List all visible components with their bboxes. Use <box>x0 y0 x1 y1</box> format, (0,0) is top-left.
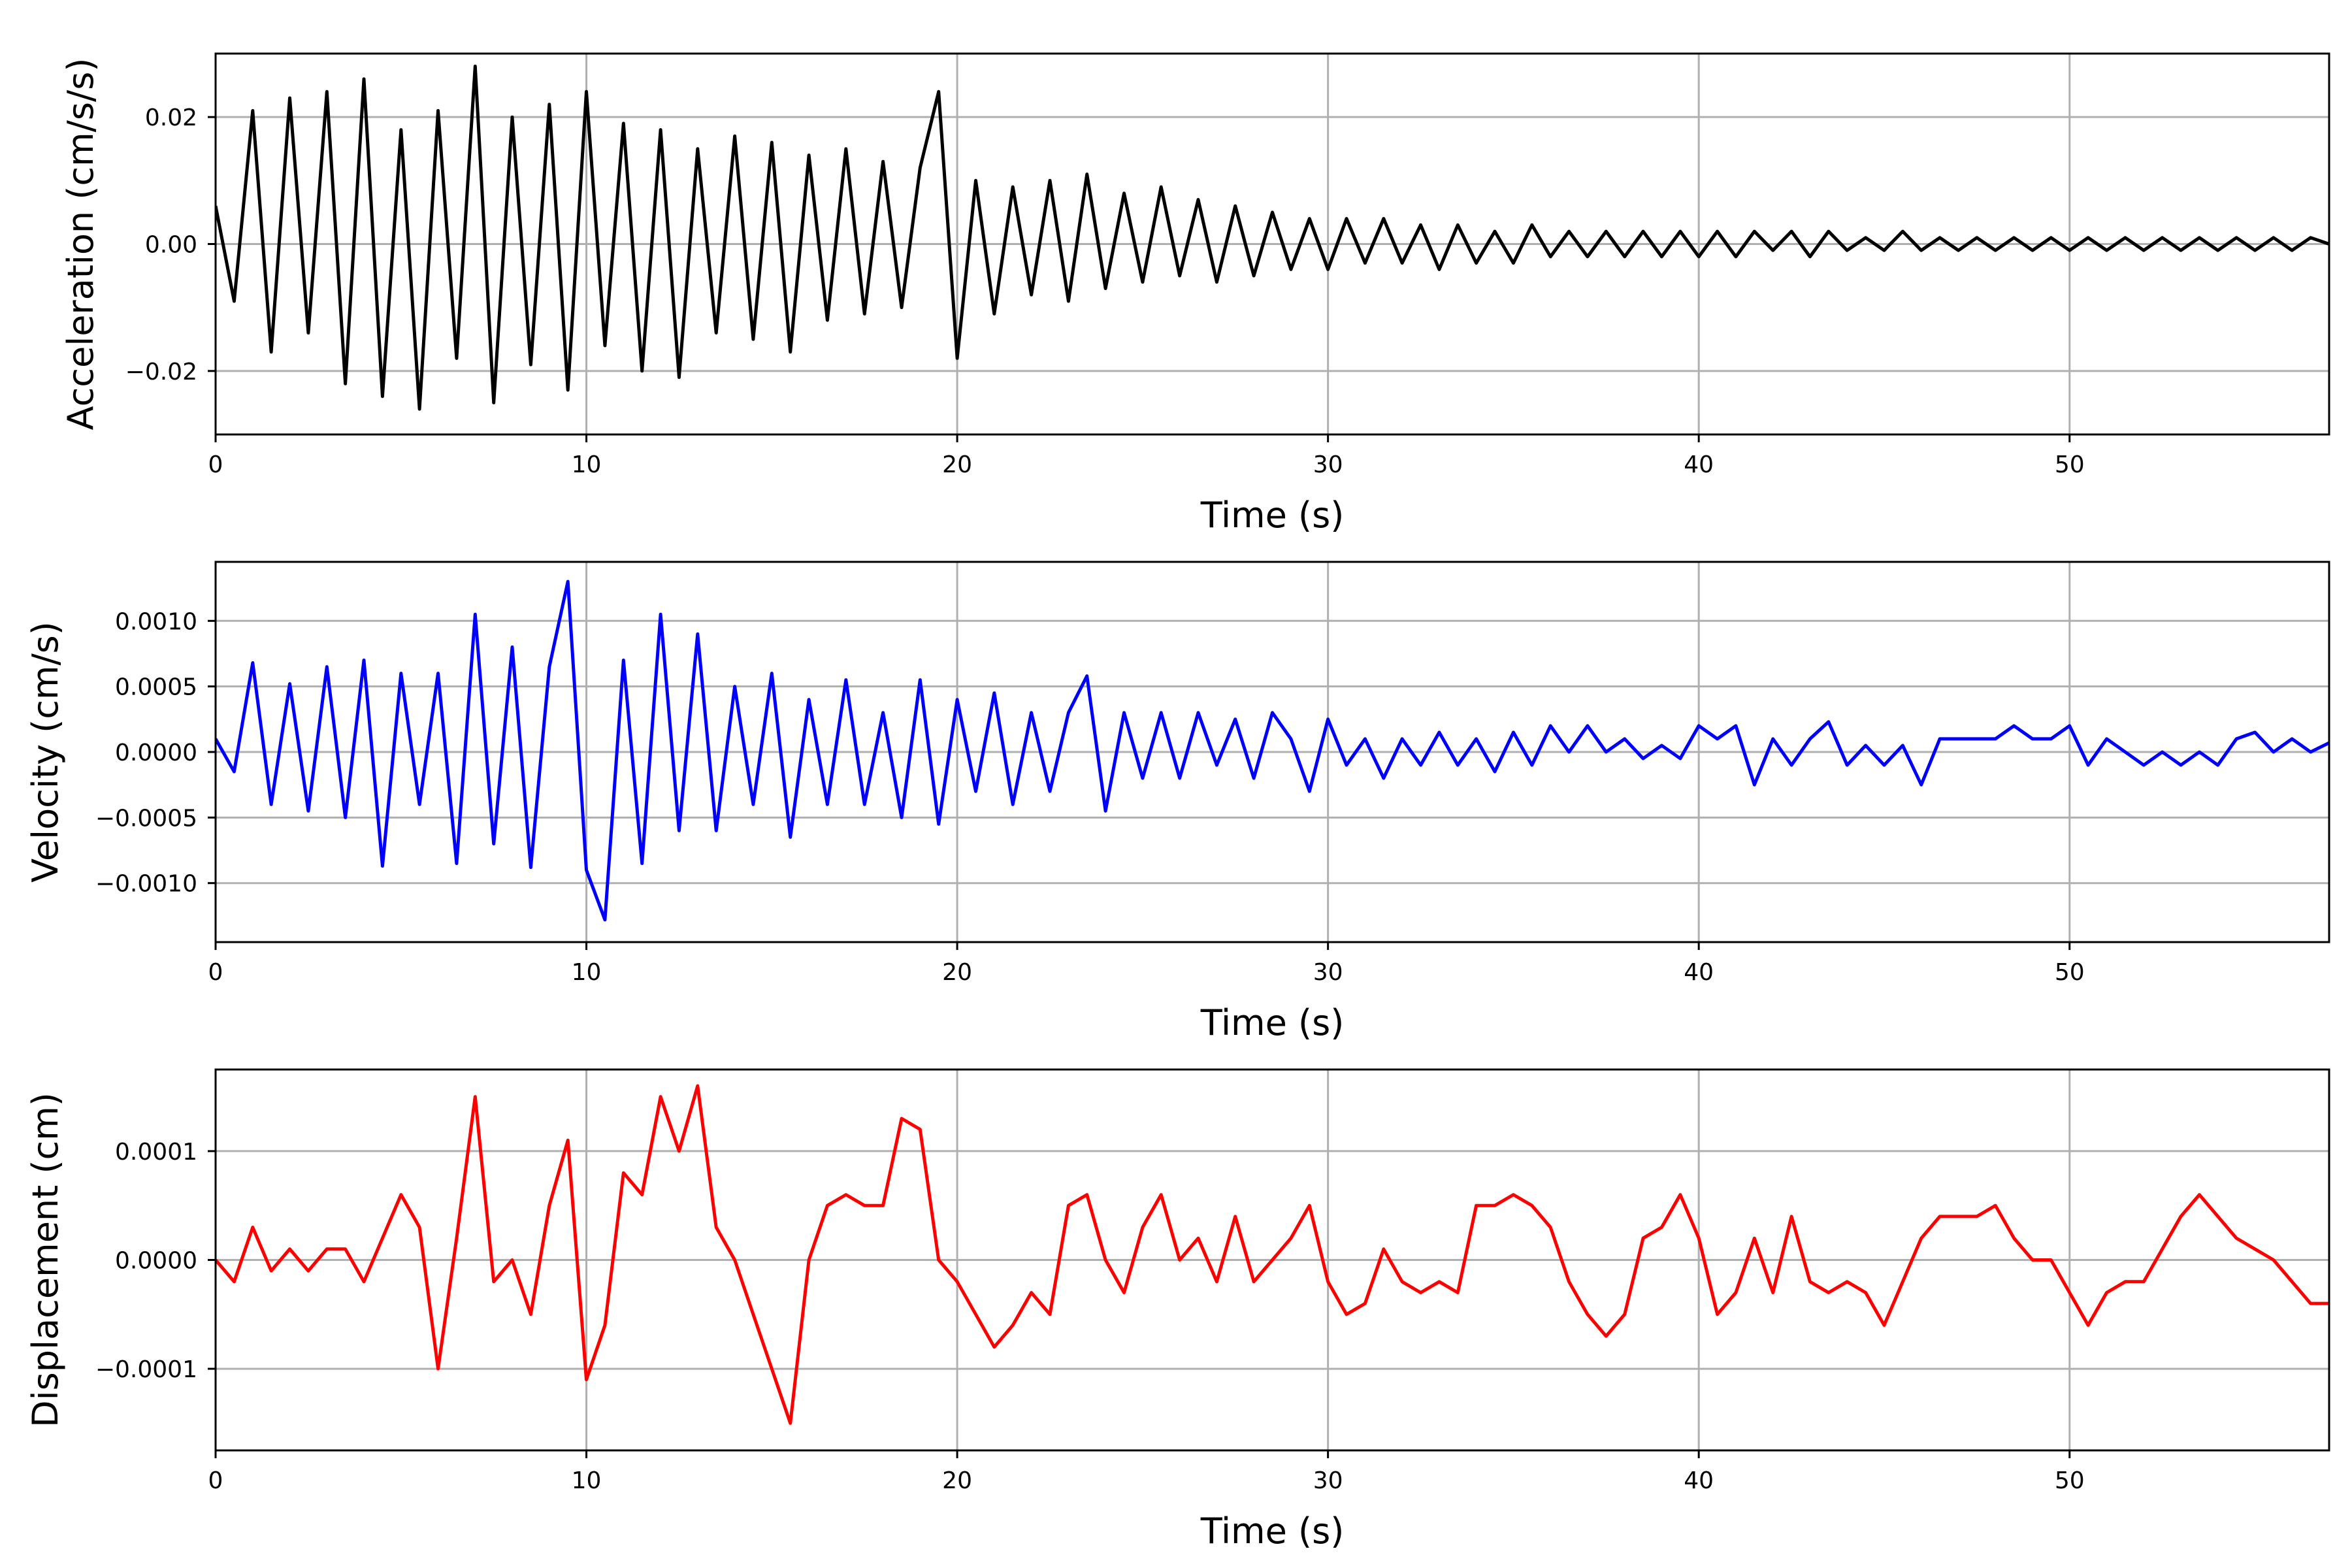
acceleration-x-tick-label: 20 <box>942 451 972 478</box>
velocity-x-axis-label: Time (s) <box>1200 1002 1345 1043</box>
velocity-y-tick-label: 0.0010 <box>115 608 197 635</box>
velocity-y-tick-label: 0.0005 <box>115 674 197 701</box>
acceleration-panel: 0 10 20 30 40 50 −0.02 0.00 0.02 Time (s) Accelera… <box>60 52 2330 536</box>
displacement-x-tick-label: 40 <box>1684 1467 1714 1494</box>
displacement-y-tick-label: 0.0000 <box>115 1248 197 1275</box>
velocity-panel: 0 10 20 30 40 50 −0.0010 −0.0005 0.0000 0.0005 0.0… <box>25 561 2330 1043</box>
displacement-y-tick-label: −0.0001 <box>95 1356 197 1383</box>
displacement-x-tick-label: 20 <box>942 1467 972 1494</box>
displacement-x-tick-label: 0 <box>208 1467 223 1494</box>
acceleration-y-tick-label: 0.02 <box>145 105 197 131</box>
displacement-panel: 0 10 20 30 40 50 −0.0001 0.0000 0.0001 Time (s) Di… <box>25 1068 2330 1552</box>
acceleration-x-tick-label: 40 <box>1684 451 1714 478</box>
acceleration-x-tick-label: 10 <box>572 451 602 478</box>
velocity-y-tick-label: −0.0005 <box>95 805 197 832</box>
acceleration-y-tick-label: 0.00 <box>145 232 197 259</box>
velocity-x-tick-label: 50 <box>2055 959 2085 986</box>
displacement-series-line <box>216 1084 2329 1425</box>
velocity-x-tick-label: 0 <box>208 959 223 986</box>
displacement-x-tick-label: 30 <box>1313 1467 1343 1494</box>
displacement-x-tick-label: 10 <box>572 1467 602 1494</box>
velocity-x-tick-label: 10 <box>572 959 602 986</box>
displacement-x-tick-label: 50 <box>2055 1467 2085 1494</box>
acceleration-series-line <box>216 64 2329 411</box>
velocity-x-tick-label: 40 <box>1684 959 1714 986</box>
acceleration-y-axis-label: Acceleration (cm/s/s) <box>60 58 101 431</box>
velocity-y-tick-label: 0.0000 <box>115 740 197 766</box>
displacement-y-axis-label: Displacement (cm) <box>25 1092 66 1428</box>
acceleration-x-tick-label: 30 <box>1313 451 1343 478</box>
displacement-x-axis-label: Time (s) <box>1200 1511 1345 1552</box>
acceleration-x-tick-label: 50 <box>2055 451 2085 478</box>
acceleration-y-tick-label: −0.02 <box>125 359 197 385</box>
acceleration-x-axis-label: Time (s) <box>1200 495 1345 536</box>
velocity-x-tick-label: 20 <box>942 959 972 986</box>
velocity-series-line <box>216 580 2329 922</box>
acceleration-x-tick-label: 0 <box>208 451 223 478</box>
velocity-x-tick-label: 30 <box>1313 959 1343 986</box>
velocity-y-axis-label: Velocity (cm/s) <box>25 621 66 883</box>
displacement-y-tick-label: 0.0001 <box>115 1139 197 1166</box>
velocity-y-tick-label: −0.0010 <box>95 871 197 898</box>
